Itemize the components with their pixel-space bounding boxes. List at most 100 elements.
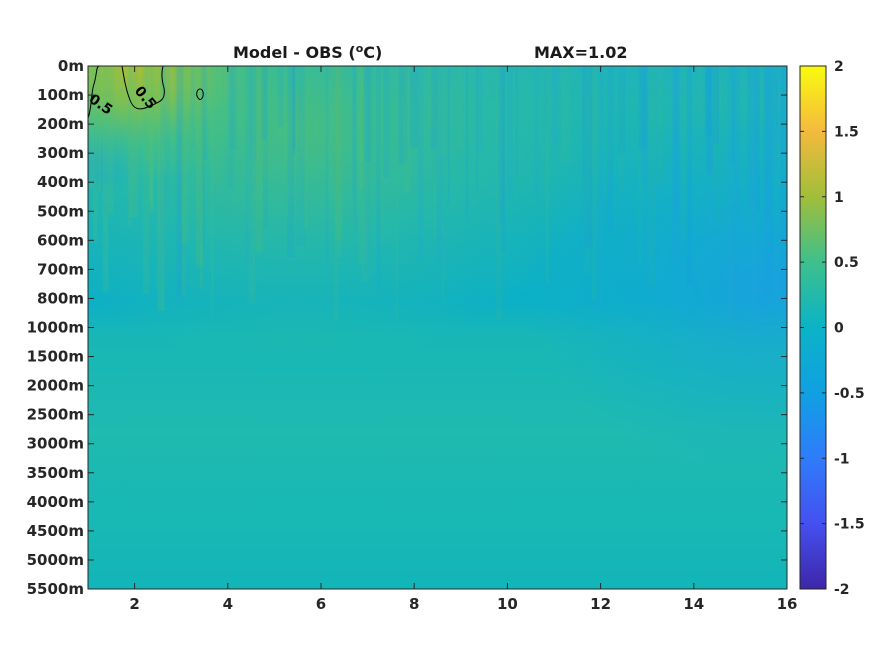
field-streak <box>545 66 550 284</box>
colorbar <box>800 66 826 589</box>
field-streak <box>438 66 445 156</box>
y-tick-label: 700m <box>37 260 84 278</box>
contour-lines <box>88 66 204 119</box>
y-tick-label: 500m <box>37 202 84 220</box>
heatmap-plot-area <box>88 66 787 589</box>
field-streak <box>142 66 150 295</box>
field-streak <box>157 66 165 311</box>
field-streak <box>380 66 384 242</box>
field-streak <box>102 66 109 293</box>
field-streak <box>261 66 267 140</box>
y-tick-label: 3500m <box>27 464 84 482</box>
field-streak <box>674 66 680 214</box>
field-streak <box>359 66 364 189</box>
field-streak <box>713 66 719 144</box>
field-streak <box>148 66 152 202</box>
field-streak <box>749 66 757 209</box>
field-streak <box>607 66 614 232</box>
field-streak <box>618 66 626 154</box>
field-streak <box>195 66 203 266</box>
y-tick-label: 4000m <box>27 493 84 511</box>
field-streak <box>153 66 157 129</box>
field-streak <box>582 66 585 176</box>
field-streak <box>286 66 295 258</box>
field-streak <box>361 66 369 283</box>
x-tick-label: 2 <box>129 595 139 613</box>
field-streak <box>545 66 548 130</box>
field-streak <box>204 66 208 160</box>
field-streak <box>497 66 505 225</box>
y-tick-label: 200m <box>37 115 84 133</box>
field-streak <box>181 66 189 244</box>
field-streak <box>417 66 424 262</box>
field-streak <box>495 66 503 320</box>
field-streak <box>263 66 272 178</box>
field-streak <box>98 66 102 192</box>
field-streak <box>680 66 689 241</box>
field-streak <box>583 66 591 274</box>
field-streak <box>190 66 196 149</box>
y-tick-label: 1000m <box>27 319 84 337</box>
field-streak <box>149 66 154 213</box>
field-streak <box>250 66 258 188</box>
field-streak <box>764 66 774 299</box>
field-streak <box>92 66 98 244</box>
field-streak <box>648 66 656 286</box>
field-streak <box>607 66 611 181</box>
field-streak <box>771 66 779 176</box>
y-tick-label: 600m <box>37 231 84 249</box>
field-streak <box>216 66 224 185</box>
colorbar-tick-label: -0.5 <box>834 386 865 402</box>
field-streak <box>161 66 167 171</box>
field-streak <box>286 66 289 217</box>
field-streak <box>335 66 343 242</box>
field-streak <box>775 66 780 138</box>
x-tick-label: 4 <box>223 595 233 613</box>
field-streak <box>145 66 149 164</box>
field-streak <box>230 66 237 150</box>
y-tick-label: 4500m <box>27 522 84 540</box>
y-tick-label: 2500m <box>27 406 84 424</box>
field-streak <box>772 66 775 146</box>
field-streak <box>210 66 218 186</box>
field-streak <box>328 66 335 195</box>
field-streak <box>441 66 445 302</box>
field-streak <box>296 66 306 246</box>
y-tick-label: 800m <box>37 289 84 307</box>
y-tick-label: 3000m <box>27 435 84 453</box>
field-streak <box>292 66 296 155</box>
field-streak <box>277 66 284 127</box>
field-streak <box>638 66 648 149</box>
field-streak <box>398 66 408 164</box>
field-streak <box>334 66 339 158</box>
field-streak <box>686 66 693 286</box>
field-streak <box>637 66 643 267</box>
chart-title: Model - OBS (oC) <box>233 42 382 62</box>
field-streak <box>304 66 311 139</box>
colorbar-tick-label: 1.5 <box>834 124 859 140</box>
field-streak <box>457 66 463 151</box>
field-streak <box>552 66 561 146</box>
field-streak <box>780 66 786 301</box>
colorbar-tick-label: -1.5 <box>834 517 865 533</box>
field-streak <box>430 66 437 150</box>
field-streak <box>151 66 154 209</box>
y-tick-label: 5000m <box>27 551 84 569</box>
field-streak <box>336 66 341 186</box>
field-streak <box>428 66 434 127</box>
field-streak <box>353 66 357 230</box>
field-streak <box>160 66 166 278</box>
field-streak <box>515 66 518 177</box>
field-streak <box>363 66 370 274</box>
field-streak <box>333 66 339 322</box>
field-streak <box>763 66 771 313</box>
field-streak <box>557 66 562 161</box>
colorbar-tick-label: -1 <box>834 451 850 467</box>
field-streak <box>475 66 478 191</box>
field-streak <box>352 66 356 199</box>
title-superscript: o <box>356 42 364 55</box>
field-streak <box>708 66 714 176</box>
field-streak <box>211 66 214 314</box>
field-streak <box>780 66 787 157</box>
field-streak <box>704 66 712 137</box>
